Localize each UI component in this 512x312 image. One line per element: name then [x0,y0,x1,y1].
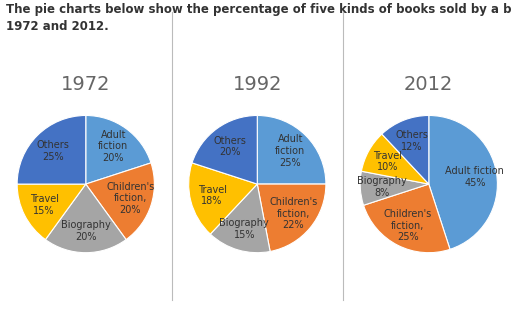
Title: 2012: 2012 [404,75,454,94]
Wedge shape [46,184,126,253]
Text: Travel
10%: Travel 10% [373,151,402,173]
Text: Biography
20%: Biography 20% [61,220,111,241]
Text: Others
20%: Others 20% [214,135,246,157]
Wedge shape [17,184,86,240]
Wedge shape [17,115,86,184]
Wedge shape [382,115,429,184]
Wedge shape [210,184,270,253]
Text: Others
12%: Others 12% [395,130,428,152]
Text: Children's
fiction,
20%: Children's fiction, 20% [106,182,154,215]
Wedge shape [360,171,429,205]
Text: Biography
8%: Biography 8% [357,176,407,198]
Text: Children's
fiction,
25%: Children's fiction, 25% [383,209,432,242]
Text: Children's
fiction,
22%: Children's fiction, 22% [269,197,317,231]
Wedge shape [429,115,497,249]
Text: Biography
15%: Biography 15% [219,218,269,240]
Wedge shape [364,184,450,253]
Wedge shape [258,184,326,251]
Text: Others
25%: Others 25% [36,140,69,162]
Wedge shape [86,115,151,184]
Text: Adult fiction
45%: Adult fiction 45% [445,166,504,188]
Text: Adult
fiction
25%: Adult fiction 25% [275,134,305,168]
Wedge shape [192,115,258,184]
Text: Adult
fiction
20%: Adult fiction 20% [98,130,129,163]
Title: 1992: 1992 [232,75,282,94]
Text: Travel
15%: Travel 15% [30,194,59,216]
Wedge shape [257,115,326,184]
Wedge shape [86,163,154,240]
Wedge shape [361,134,429,184]
Wedge shape [189,163,258,234]
Title: 1972: 1972 [61,75,111,94]
Text: Travel
18%: Travel 18% [198,185,227,207]
Text: The pie charts below show the percentage of five kinds of books sold by a bookse: The pie charts below show the percentage… [6,3,512,33]
